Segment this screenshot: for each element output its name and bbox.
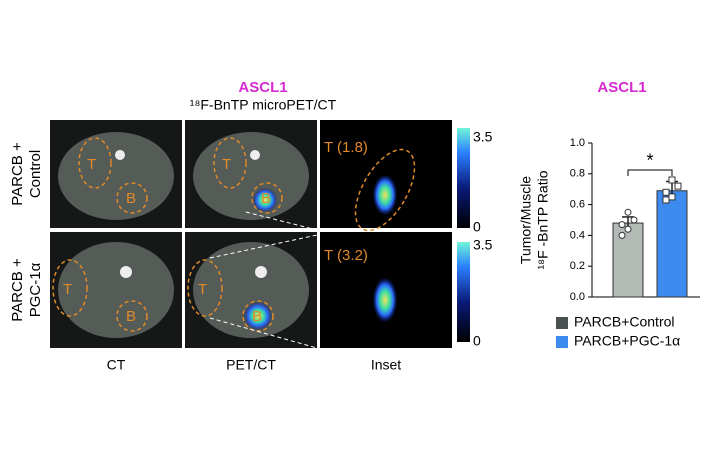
- colorbar-label: 0: [473, 219, 481, 235]
- row-label: PARCB +: [9, 142, 26, 206]
- colorbar-label: 3.5: [473, 237, 493, 253]
- legend-label: PARCB+Control: [574, 314, 675, 330]
- background-label: B: [261, 190, 271, 207]
- row-label: Control: [27, 150, 44, 198]
- row-label: PGC-1α: [27, 262, 44, 317]
- legend-swatch: [556, 336, 568, 348]
- data-point: [668, 176, 676, 184]
- legend-label: PARCB+PGC-1α: [574, 333, 680, 349]
- row-label: PARCB +: [9, 258, 26, 322]
- data-point: [662, 188, 670, 196]
- inset-label: T (3.2): [324, 247, 368, 264]
- background-label: B: [252, 308, 262, 325]
- significance-bracket: [627, 169, 673, 176]
- column-label: Inset: [371, 357, 401, 373]
- panel-title: ASCL1: [238, 79, 287, 96]
- tumor-label: T: [87, 156, 96, 173]
- tumor-label: T: [222, 156, 231, 173]
- colorbar-label: 3.5: [473, 129, 493, 145]
- data-point: [674, 182, 682, 190]
- data-point: [630, 216, 638, 224]
- y-tick-label: 1.0: [570, 137, 585, 149]
- data-point: [618, 221, 626, 229]
- bar: [656, 190, 688, 298]
- data-point: [668, 193, 676, 201]
- significance-label: *: [646, 151, 653, 171]
- y-tick-label: 0.0: [570, 291, 585, 303]
- y-tick-label: 0.2: [570, 260, 585, 272]
- background-label: B: [126, 190, 136, 207]
- tumor-label: T: [63, 281, 72, 298]
- chart-title: ASCL1: [597, 79, 646, 96]
- y-tick-label: 0.4: [570, 229, 585, 241]
- y-tick-label: 0.8: [570, 168, 585, 180]
- panel-subtitle: ¹⁸F-BnTP microPET/CT: [190, 97, 337, 113]
- y-axis-label: ¹⁸F -BnTP Ratio: [535, 170, 551, 269]
- bar: [612, 222, 644, 298]
- data-point: [618, 231, 626, 239]
- data-point: [624, 225, 632, 233]
- data-point: [662, 196, 670, 204]
- background-label: B: [126, 308, 136, 325]
- colorbar-label: 0: [473, 333, 481, 349]
- y-axis-label: Tumor/Muscle: [518, 176, 534, 264]
- tumor-label: T: [198, 281, 207, 298]
- column-label: CT: [107, 357, 126, 373]
- image-grid: [50, 120, 470, 349]
- column-label: PET/CT: [226, 357, 276, 373]
- inset-label: T (1.8): [324, 139, 368, 156]
- legend-swatch: [556, 317, 568, 329]
- y-tick-label: 0.6: [570, 199, 585, 211]
- data-point: [624, 208, 632, 216]
